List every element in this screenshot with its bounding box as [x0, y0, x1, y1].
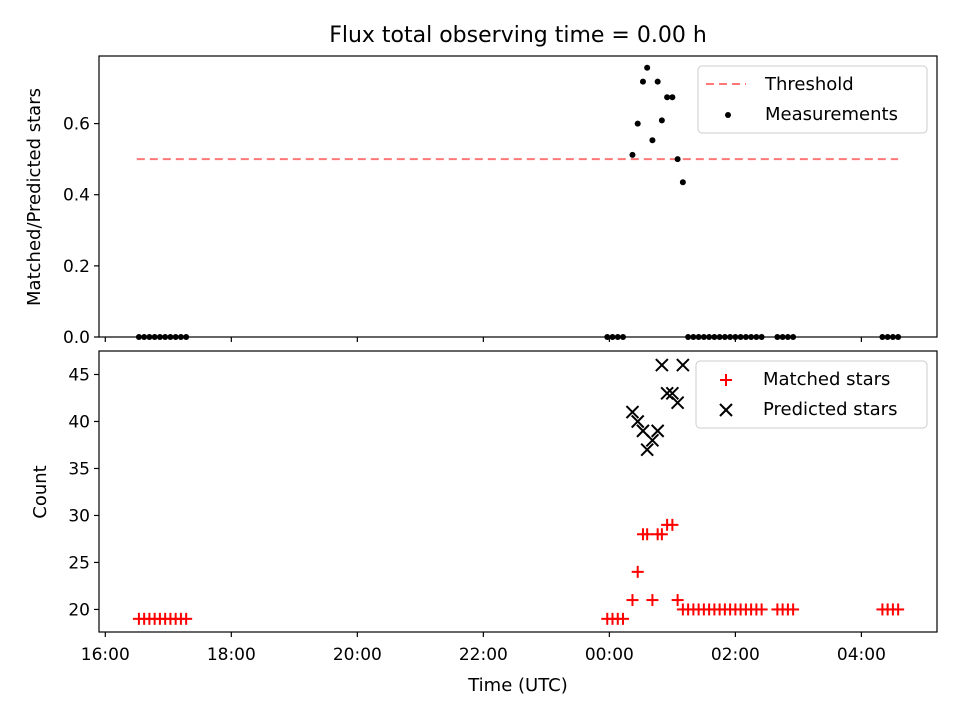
bottom-y-axis-label: Count — [30, 465, 51, 518]
y-tick-label: 35 — [68, 459, 90, 479]
y-tick-label: 0.6 — [63, 115, 90, 135]
matched-star-point — [626, 594, 639, 607]
predicted-star-point — [665, 386, 680, 400]
matched-star-point — [671, 594, 684, 607]
bottom-x-axis-label: Time (UTC) — [467, 675, 568, 696]
predicted-star-point — [670, 395, 685, 410]
bottom-x-ticks: 16:00 18:00 20:00 22:00 00:00 02:00 04:00 — [81, 632, 886, 665]
measurement-point — [649, 137, 656, 144]
legend-matched-swatch — [720, 374, 732, 386]
measurement-point — [634, 120, 641, 127]
measurement-point — [679, 179, 686, 186]
matched-star-point — [617, 612, 630, 625]
bottom-y-ticks: 20 25 30 35 40 45 — [68, 365, 99, 620]
top-y-ticks: 0.0 0.2 0.4 0.6 — [63, 115, 99, 348]
legend-threshold-label: Threshold — [764, 74, 854, 95]
top-panel-title: Flux total observing time = 0.00 h — [329, 23, 707, 48]
predicted-star-point — [650, 424, 665, 438]
matched-star-point — [180, 612, 193, 625]
top-panel: 0.0 0.2 0.4 0.6 Matched/Predicted stars Thr… — [24, 55, 938, 348]
matched-star-point — [666, 518, 679, 531]
bottom-legend: Matched stars Predicted stars — [695, 360, 928, 429]
x-tick-label: 16:00 — [81, 645, 130, 665]
x-tick-label: 22:00 — [459, 645, 508, 665]
legend-measurements-label: Measurements — [765, 104, 898, 125]
y-tick-label: 45 — [68, 365, 90, 385]
measurement-point — [654, 78, 661, 85]
top-axes-frame — [98, 55, 938, 338]
measurement-point — [658, 117, 665, 124]
bottom-axes-frame — [98, 350, 938, 633]
bottom-panel: 20 25 30 35 40 45 16:00 18:00 20:00 22:00 00:00 02… — [30, 350, 938, 696]
measurement-point — [629, 151, 636, 158]
predicted-star-point — [640, 442, 654, 457]
matched-star-point — [641, 528, 654, 541]
y-tick-label: 40 — [68, 412, 90, 432]
measurement-point — [639, 78, 646, 85]
legend-measurements-swatch — [725, 112, 731, 118]
predicted-star-point — [625, 405, 640, 419]
predicted-star-point — [631, 414, 645, 429]
y-tick-label: 0.4 — [63, 186, 90, 206]
matched-star-point — [787, 603, 800, 616]
x-tick-label: 04:00 — [837, 645, 886, 665]
y-tick-label: 0.0 — [63, 328, 90, 348]
top-legend-box — [697, 65, 928, 134]
measurement-point — [669, 94, 676, 101]
predicted-stars-points — [625, 358, 690, 457]
x-tick-label: 18:00 — [207, 645, 256, 665]
bottom-legend-box — [695, 360, 928, 429]
y-tick-label: 30 — [68, 506, 90, 526]
measurement-point — [664, 94, 671, 101]
matched-star-point — [892, 603, 905, 616]
top-y-axis-label: Matched/Predicted stars — [24, 88, 45, 306]
y-tick-label: 25 — [68, 553, 90, 573]
matched-star-point — [631, 565, 644, 578]
x-tick-label: 20:00 — [333, 645, 382, 665]
x-tick-label: 00:00 — [585, 645, 634, 665]
top-legend: Threshold Measurements — [697, 65, 928, 134]
measurement-point — [644, 64, 651, 71]
legend-predicted-label: Predicted stars — [763, 399, 897, 420]
predicted-star-point — [645, 433, 660, 447]
y-tick-label: 0.2 — [63, 257, 90, 277]
predicted-star-point — [655, 358, 669, 372]
matched-star-point — [755, 603, 768, 616]
x-tick-label: 02:00 — [711, 645, 760, 665]
top-x-ticks — [104, 337, 862, 342]
matched-star-point — [655, 528, 668, 541]
legend-matched-label: Matched stars — [763, 369, 890, 390]
matched-stars-points — [132, 518, 905, 625]
legend-predicted-swatch — [719, 403, 733, 417]
predicted-star-point — [676, 358, 690, 372]
measurement-point — [674, 156, 681, 163]
y-tick-label: 20 — [68, 600, 90, 620]
matched-star-point — [646, 594, 659, 607]
